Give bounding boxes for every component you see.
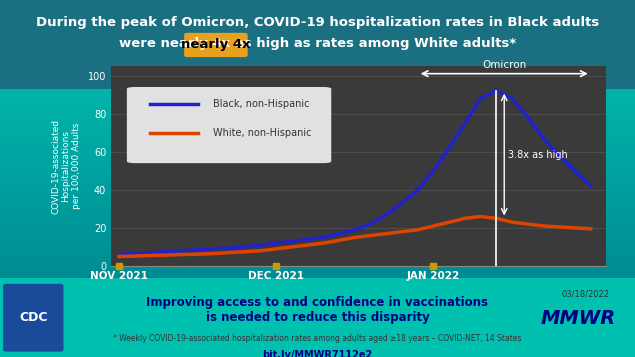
Text: Improving access to and confidence in vaccinations
is needed to reduce this disp: Improving access to and confidence in va… (147, 296, 488, 324)
Text: MMWR: MMWR (540, 310, 616, 328)
Text: Omicron: Omicron (482, 60, 526, 70)
Text: During the peak of Omicron, COVID-19 hospitalization rates in Black adults: During the peak of Omicron, COVID-19 hos… (36, 16, 599, 29)
Text: Black, non-Hispanic: Black, non-Hispanic (213, 99, 310, 109)
FancyBboxPatch shape (127, 87, 331, 163)
FancyBboxPatch shape (184, 33, 248, 57)
Text: White, non-Hispanic: White, non-Hispanic (213, 128, 312, 138)
Text: 03/18/2022: 03/18/2022 (561, 289, 610, 298)
Text: 3.8x as high: 3.8x as high (508, 150, 568, 160)
Text: nearly 4x: nearly 4x (181, 39, 251, 51)
Text: bit.ly/MMWR7112e2: bit.ly/MMWR7112e2 (262, 350, 373, 357)
Text: * Weekly COVID-19-associated hospitalization rates among adults aged ≥18 years –: * Weekly COVID-19-associated hospitaliza… (113, 334, 522, 343)
Y-axis label: COVID-19-associated
Hospitalizations
per 100,000 Adults: COVID-19-associated Hospitalizations per… (51, 119, 81, 213)
FancyBboxPatch shape (3, 284, 64, 352)
Text: were nearly 4x as high as rates among White adults*: were nearly 4x as high as rates among Wh… (119, 37, 516, 50)
Bar (0, 0, 635, 89)
Text: CDC: CDC (20, 311, 48, 324)
Bar (0, 278, 635, 357)
